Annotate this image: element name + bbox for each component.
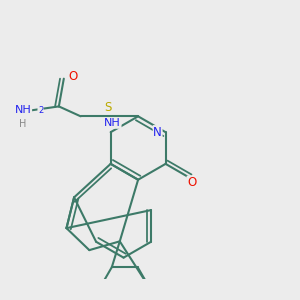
Text: O: O [68,70,77,83]
Text: S: S [105,101,112,114]
Text: NH: NH [15,105,32,116]
Text: NH: NH [104,118,121,128]
Text: N: N [153,126,162,139]
Text: O: O [187,176,196,189]
Text: H: H [19,119,26,129]
Text: 2: 2 [38,106,43,115]
